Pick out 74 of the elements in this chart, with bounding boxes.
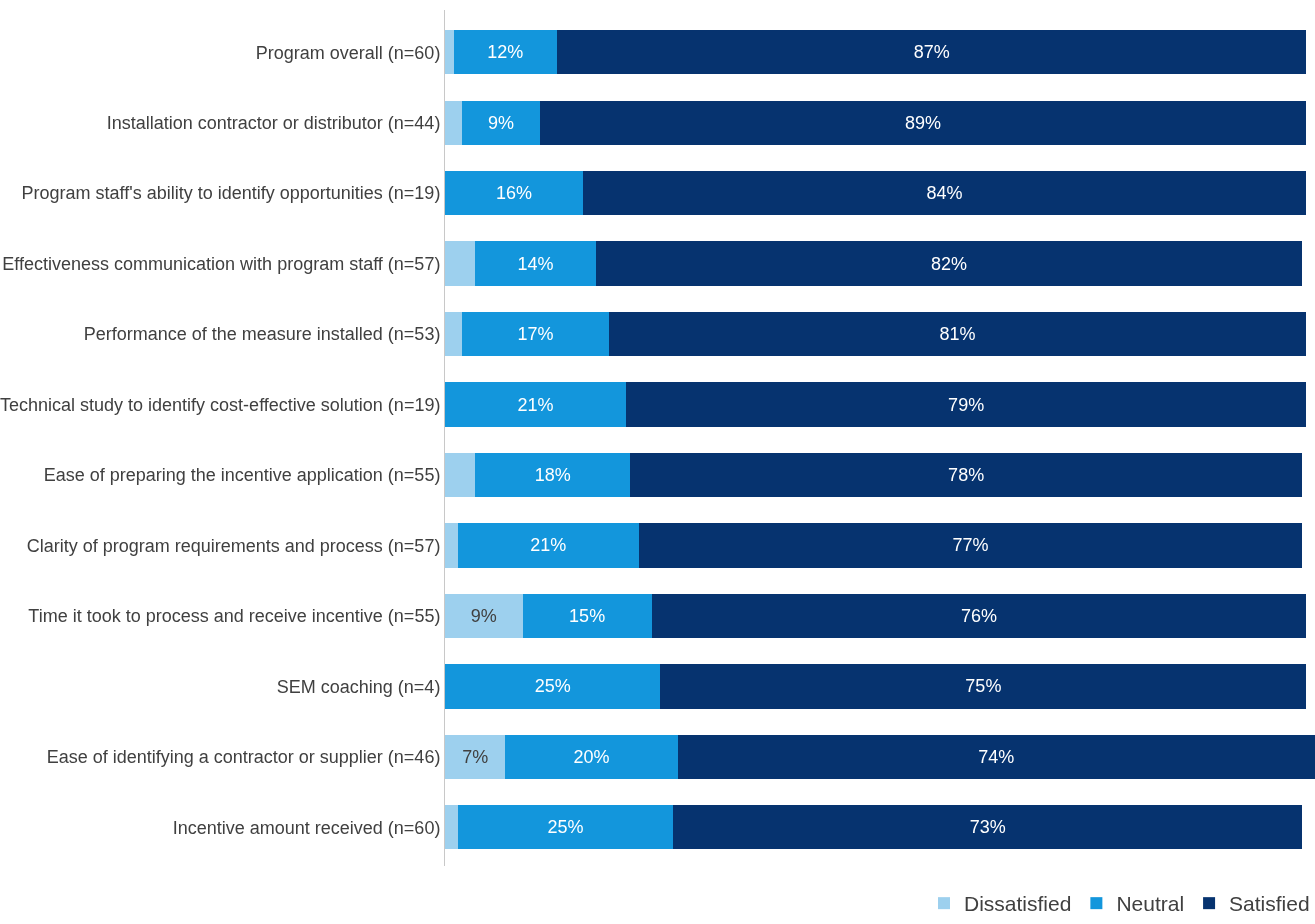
data-label: 20% <box>573 746 610 767</box>
y-tick-label: Performance of the measure installed (n=53) <box>83 324 441 345</box>
bar <box>651 593 1307 639</box>
data-label: 81% <box>939 324 976 345</box>
bar <box>457 805 674 850</box>
bar <box>445 805 458 850</box>
data-label: 74% <box>978 746 1015 767</box>
y-tick-label: Ease of identifying a contractor or supplier (n=46) <box>46 747 441 768</box>
bar <box>453 30 557 75</box>
data-label: 16% <box>495 183 532 204</box>
y-tick-label: Installation contractor or distributor (n=44) <box>106 113 441 134</box>
data-label: 14% <box>517 253 554 274</box>
bar <box>677 734 1315 779</box>
bar <box>445 100 463 145</box>
data-label: 7% <box>462 746 489 767</box>
data-label: 9% <box>470 605 497 626</box>
bar <box>462 100 540 145</box>
y-tick-label: Program staff's ability to identify opportunities (n=19) <box>21 183 441 204</box>
bar <box>445 593 523 639</box>
legend-label: Neutral <box>1116 892 1185 916</box>
bar <box>445 664 661 709</box>
y-tick-label: Time it took to process and receive incentive (n=55) <box>28 606 441 627</box>
bar <box>582 170 1307 216</box>
data-label: 79% <box>948 394 985 415</box>
legend-label: Satisfied <box>1229 892 1310 916</box>
data-label: 17% <box>517 324 554 345</box>
bar <box>475 241 596 286</box>
data-label: 84% <box>926 183 963 204</box>
bar <box>445 241 476 286</box>
bar <box>445 170 583 216</box>
data-label: 87% <box>913 42 950 63</box>
bar <box>457 523 639 568</box>
bar <box>505 734 678 779</box>
data-label: 77% <box>952 535 989 556</box>
bar <box>539 100 1307 145</box>
bar <box>522 593 652 639</box>
bar <box>445 452 476 498</box>
data-label: 25% <box>547 817 584 838</box>
bar <box>638 523 1303 568</box>
bar <box>445 382 626 427</box>
y-tick-label: Clarity of program requirements and process (n=57) <box>26 535 441 556</box>
legend-label: Dissatisfied <box>964 892 1072 916</box>
data-label: 21% <box>530 535 567 556</box>
data-label: 75% <box>965 676 1002 697</box>
bar <box>475 452 631 498</box>
bar <box>445 523 458 568</box>
bar <box>608 311 1307 357</box>
bar <box>445 734 506 779</box>
y-tick-label: Incentive amount received (n=60) <box>172 817 441 838</box>
data-label: 82% <box>930 253 967 274</box>
y-tick-label: SEM coaching (n=4) <box>276 676 441 697</box>
data-label: 25% <box>534 676 571 697</box>
bar <box>445 30 454 75</box>
y-tick-label: Program overall (n=60) <box>255 42 441 63</box>
bar <box>445 311 463 357</box>
data-label: 73% <box>969 817 1006 838</box>
bar <box>625 382 1307 427</box>
y-tick-label: Ease of preparing the incentive application (n=55) <box>43 465 441 486</box>
data-label: 21% <box>517 394 554 415</box>
bar <box>660 664 1307 709</box>
data-label: 89% <box>905 112 942 133</box>
y-tick-label: Effectiveness communication with program staff (n=57) <box>2 253 441 274</box>
data-label: 76% <box>961 605 998 626</box>
bar <box>630 452 1303 498</box>
data-label: 9% <box>487 112 514 133</box>
y-tick-label: Technical study to identify cost-effective solution (n=19) <box>0 394 441 415</box>
data-label: 18% <box>534 464 571 485</box>
bar <box>462 311 609 357</box>
data-label: 12% <box>487 42 524 63</box>
bar <box>673 805 1303 850</box>
data-label: 78% <box>948 464 985 485</box>
bar <box>556 30 1307 75</box>
data-label: 15% <box>569 605 606 626</box>
bar <box>595 241 1303 286</box>
